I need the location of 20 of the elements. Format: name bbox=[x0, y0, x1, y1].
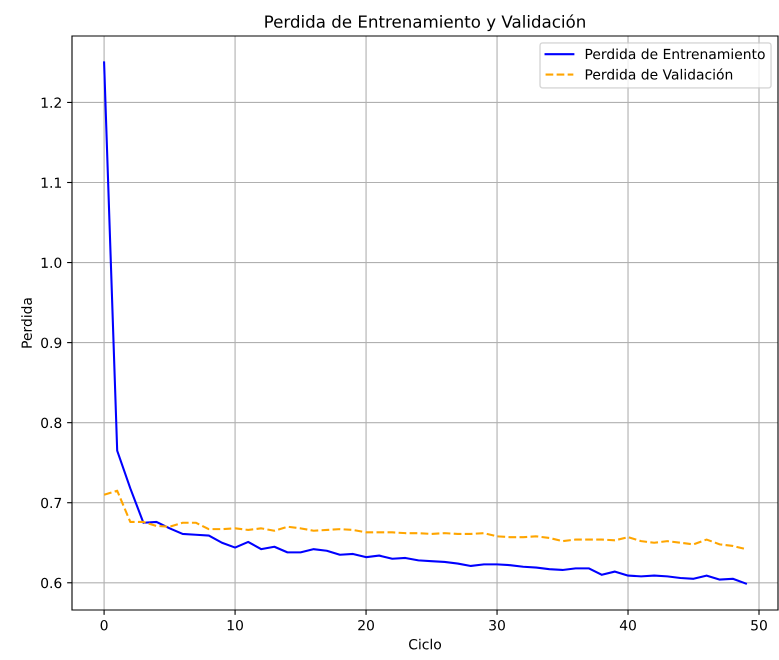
y-tick-label: 0.6 bbox=[41, 578, 62, 588]
line-series bbox=[103, 61, 747, 585]
y-tick-label: 1.1 bbox=[42, 178, 61, 188]
x-tick-label: 40 bbox=[620, 620, 636, 630]
x-tick-label: 10 bbox=[228, 620, 243, 630]
y-tick-label: 0.8 bbox=[41, 418, 62, 428]
y-tick-label: 0.7 bbox=[41, 498, 62, 508]
legend-label: Perdida de Validación bbox=[586, 68, 732, 80]
y-tick-label: 1.2 bbox=[42, 97, 61, 108]
x-tick-label: 30 bbox=[489, 620, 505, 630]
line-series bbox=[103, 490, 747, 550]
x-tick-label: 50 bbox=[751, 620, 767, 630]
y-axis-title: Perdida bbox=[21, 298, 32, 348]
x-axis-title: Ciclo bbox=[409, 638, 442, 650]
y-tick-label: 1.0 bbox=[42, 258, 62, 268]
y-tick-label: 0.9 bbox=[41, 338, 62, 348]
legend-label: Perdida de Entrenamiento bbox=[586, 48, 765, 60]
x-tick-label: 20 bbox=[358, 620, 374, 630]
x-tick-label: 0 bbox=[100, 620, 108, 630]
chart-title: Perdida de Entrenamiento y Validación bbox=[265, 14, 585, 32]
